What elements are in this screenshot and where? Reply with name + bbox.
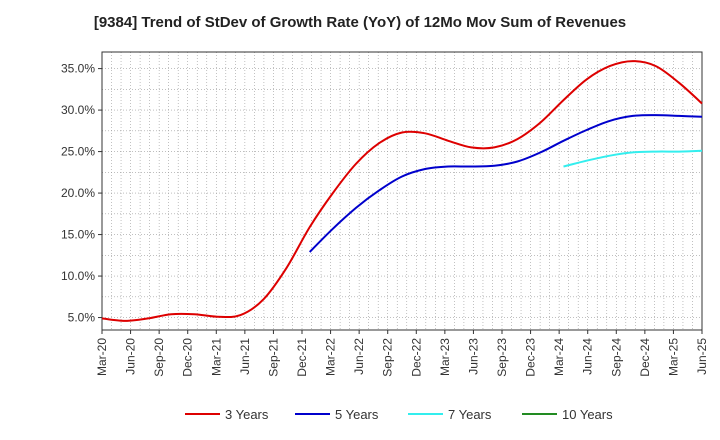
chart-title: [9384] Trend of StDev of Growth Rate (Yo… — [93, 14, 627, 31]
legend-item: 3 Years — [185, 407, 269, 422]
y-axis: 5.0% 10.0% 15.0% 20.0% 25.0% 30.0% 35.0% — [61, 62, 102, 325]
x-tick-label: Mar-24 — [552, 338, 566, 376]
legend: 3 Years 5 Years 7 Years 10 Years — [185, 407, 613, 422]
x-axis: Mar-20 Jun-20 Sep-20 Dec-20 Mar-21 Jun-21 Sep-… — [95, 330, 709, 377]
legend-label: 5 Years — [335, 407, 379, 422]
x-tick-label: Mar-23 — [438, 338, 452, 376]
y-tick-label: 10.0% — [61, 269, 95, 283]
y-tick-label: 30.0% — [61, 103, 95, 117]
series-line-3-years — [101, 60, 703, 322]
x-tick-label: Jun-22 — [352, 338, 366, 375]
x-tick-label: Dec-21 — [295, 338, 309, 377]
x-tick-label: Dec-20 — [181, 338, 195, 377]
x-tick-label: Mar-20 — [95, 338, 109, 376]
x-tick-label: Mar-21 — [209, 338, 223, 376]
legend-label: 7 Years — [448, 407, 492, 422]
x-tick-label: Mar-22 — [324, 338, 338, 376]
legend-item: 10 Years — [522, 407, 613, 422]
y-tick-label: 5.0% — [68, 311, 96, 325]
x-tick-label: Sep-21 — [266, 338, 280, 377]
legend-label: 10 Years — [562, 407, 613, 422]
x-tick-label: Jun-25 — [695, 338, 709, 375]
legend-item: 7 Years — [408, 407, 492, 422]
plot-area — [101, 51, 703, 331]
x-tick-label: Jun-20 — [124, 338, 138, 375]
x-tick-label: Jun-24 — [581, 338, 595, 375]
x-tick-label: Sep-24 — [609, 338, 623, 377]
x-tick-label: Sep-20 — [152, 338, 166, 377]
x-tick-label: Dec-23 — [524, 338, 538, 377]
series-line-5-years — [308, 114, 703, 253]
grid — [101, 52, 703, 330]
y-tick-label: 35.0% — [61, 62, 95, 76]
x-tick-label: Jun-23 — [466, 338, 480, 375]
x-tick-label: Sep-22 — [381, 338, 395, 377]
series-layer — [101, 60, 703, 322]
y-tick-label: 15.0% — [61, 228, 95, 242]
x-tick-label: Dec-22 — [409, 338, 423, 377]
x-tick-label: Dec-24 — [638, 338, 652, 377]
y-tick-label: 20.0% — [61, 186, 95, 200]
legend-label: 3 Years — [225, 407, 269, 422]
x-tick-label: Mar-25 — [666, 338, 680, 376]
x-tick-label: Sep-23 — [495, 338, 509, 377]
series-line-7-years — [563, 149, 703, 168]
legend-item: 5 Years — [295, 407, 379, 422]
x-tick-label: Jun-21 — [238, 338, 252, 375]
y-tick-label: 25.0% — [61, 145, 95, 159]
